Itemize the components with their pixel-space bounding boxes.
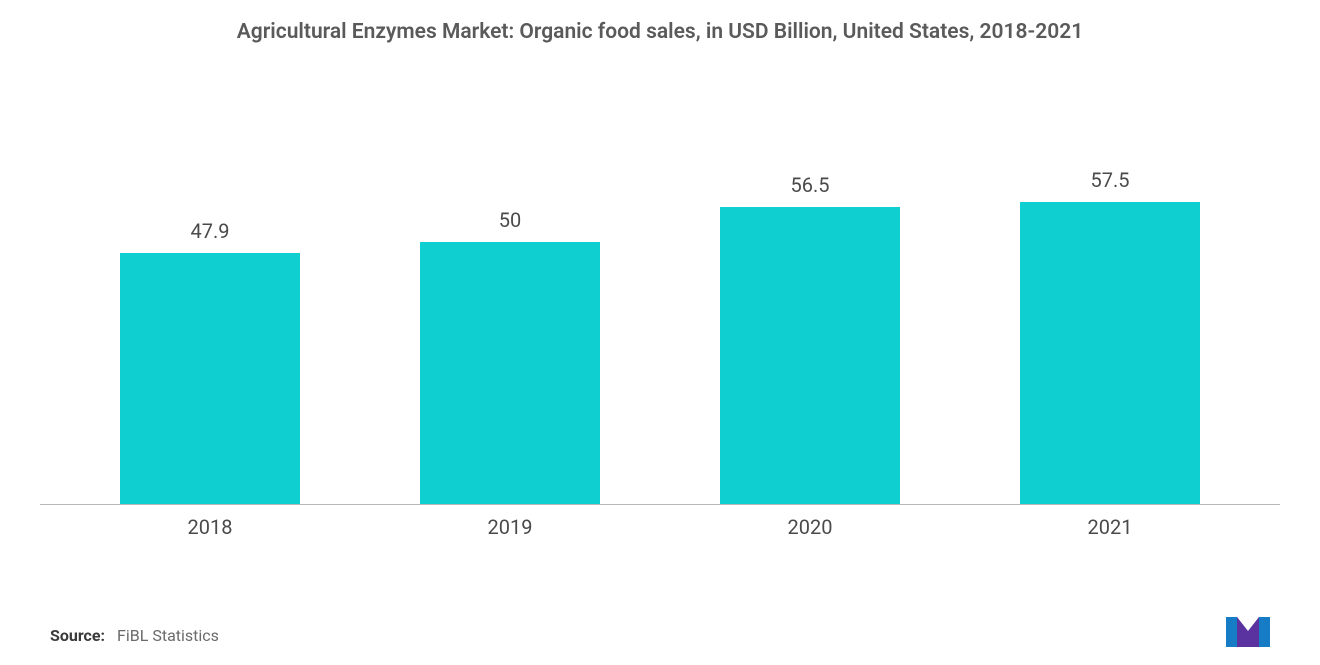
bar-group: 50 [360, 208, 660, 505]
bar-value-label: 47.9 [191, 219, 230, 243]
x-axis-label: 2018 [60, 515, 360, 539]
bar-value-label: 57.5 [1091, 168, 1130, 192]
bar-value-label: 56.5 [791, 173, 830, 197]
x-axis-label: 2021 [960, 515, 1260, 539]
bar [1020, 202, 1200, 504]
x-axis-label: 2020 [660, 515, 960, 539]
bar-value-label: 50 [499, 208, 521, 232]
source-footer: Source: FiBL Statistics [50, 626, 219, 645]
chart-title: Agricultural Enzymes Market: Organic foo… [40, 20, 1280, 44]
x-axis-labels: 2018201920202021 [40, 505, 1280, 539]
bar [120, 253, 300, 504]
source-key: Source: [50, 626, 105, 645]
chart-root: Agricultural Enzymes Market: Organic foo… [0, 0, 1320, 665]
bar-group: 47.9 [60, 219, 360, 504]
bar-group: 57.5 [960, 168, 1260, 504]
bar-group: 56.5 [660, 173, 960, 504]
plot-area: 47.9 50 56.5 57.5 [40, 84, 1280, 504]
x-axis-label: 2019 [360, 515, 660, 539]
bar [720, 207, 900, 504]
source-value: FiBL Statistics [117, 626, 219, 645]
bar [420, 242, 600, 505]
brand-logo-icon [1226, 611, 1280, 647]
